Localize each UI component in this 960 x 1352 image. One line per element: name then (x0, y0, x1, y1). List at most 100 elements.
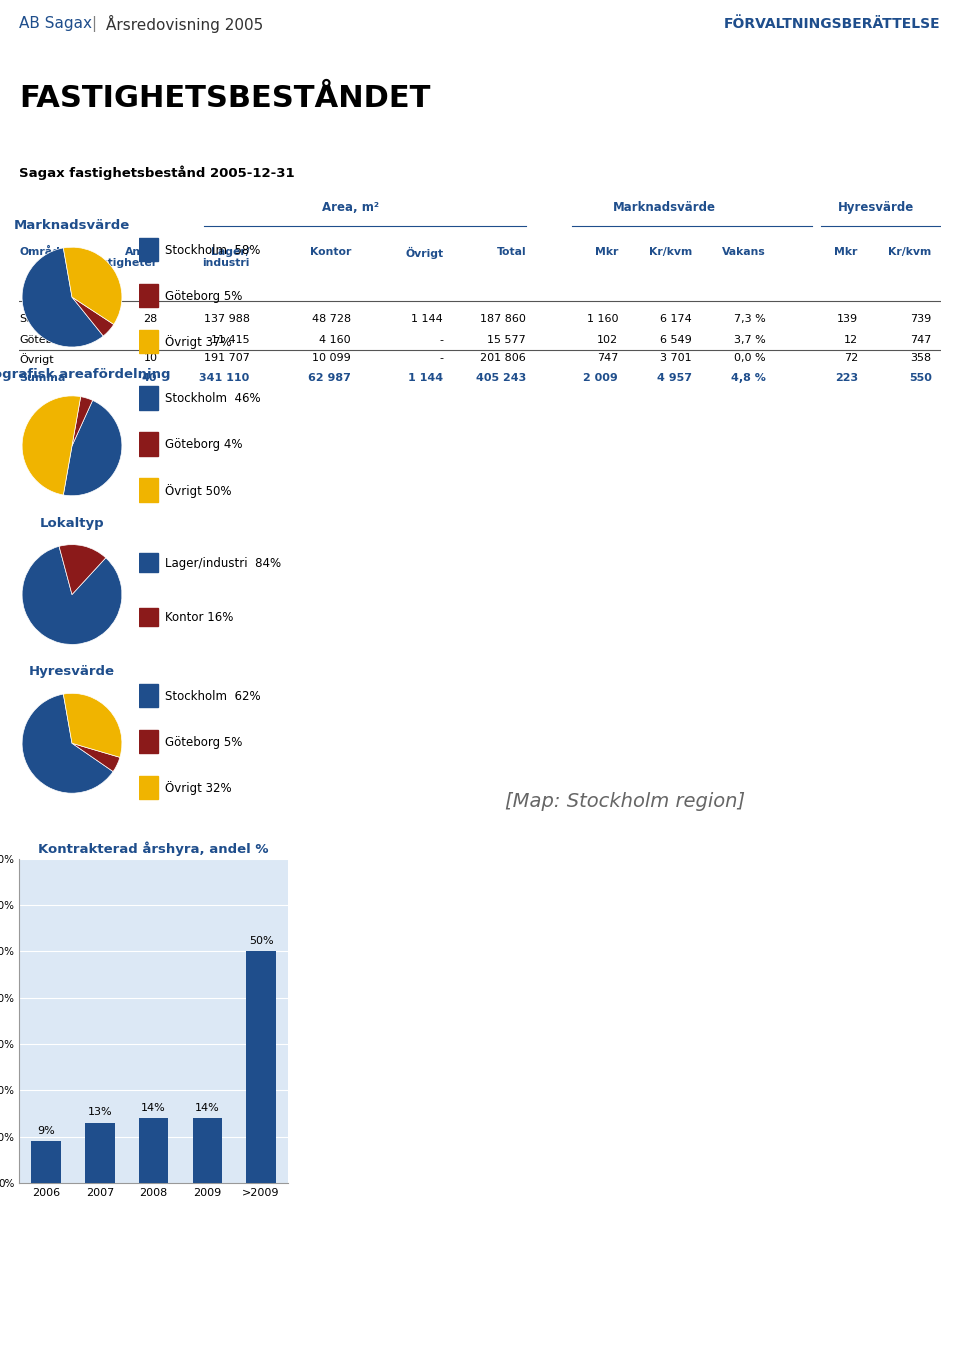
Text: Kr/kvm: Kr/kvm (888, 246, 931, 257)
Text: 28: 28 (143, 315, 157, 324)
Text: Hyresvärde: Hyresvärde (838, 201, 915, 214)
Wedge shape (22, 694, 113, 794)
Text: 747: 747 (910, 335, 931, 345)
Text: Kontor 16%: Kontor 16% (165, 611, 233, 625)
Text: 137 988: 137 988 (204, 315, 250, 324)
Text: Övrigt 32%: Övrigt 32% (165, 781, 232, 795)
Text: 3,7 %: 3,7 % (734, 335, 766, 345)
Bar (139, 776, 157, 799)
Text: 1 160: 1 160 (587, 315, 618, 324)
Title: Hyresvärde: Hyresvärde (29, 665, 115, 679)
Text: 0,0 %: 0,0 % (734, 353, 766, 364)
Text: Göteborg 4%: Göteborg 4% (165, 438, 243, 452)
Text: Summa: Summa (19, 373, 65, 384)
Bar (139, 479, 157, 502)
Title: Lokaltyp: Lokaltyp (39, 516, 105, 530)
Wedge shape (22, 546, 122, 645)
Text: 14%: 14% (195, 1102, 220, 1113)
Wedge shape (22, 247, 104, 347)
Text: 9%: 9% (37, 1126, 55, 1136)
Text: -: - (439, 335, 444, 345)
Text: Område: Område (19, 246, 67, 257)
Text: 102: 102 (597, 335, 618, 345)
Title: Marknadsvärde: Marknadsvärde (13, 219, 131, 233)
Text: 201 806: 201 806 (480, 353, 526, 364)
Text: 15 577: 15 577 (488, 335, 526, 345)
Bar (139, 433, 157, 456)
Text: 4 160: 4 160 (320, 335, 351, 345)
Bar (139, 684, 157, 707)
Text: 3 701: 3 701 (660, 353, 692, 364)
Bar (193, 1118, 222, 1183)
Wedge shape (22, 396, 81, 495)
Text: Area, m²: Area, m² (323, 201, 379, 214)
Text: Övrigt 50%: Övrigt 50% (165, 484, 231, 498)
Text: Övrigt: Övrigt (405, 246, 444, 258)
Text: 50%: 50% (249, 936, 274, 945)
Text: 6 549: 6 549 (660, 335, 692, 345)
Text: Stockholm  62%: Stockholm 62% (165, 690, 261, 703)
Wedge shape (63, 694, 122, 757)
Text: 2: 2 (151, 335, 157, 345)
Text: 10 099: 10 099 (312, 353, 351, 364)
Text: 4,8 %: 4,8 % (731, 373, 766, 384)
Text: Kontor: Kontor (310, 246, 351, 257)
Bar (139, 553, 157, 572)
Text: Kr/kvm: Kr/kvm (649, 246, 692, 257)
Wedge shape (60, 545, 106, 595)
Text: 12: 12 (844, 335, 858, 345)
Text: Sagax fastighetsbestånd 2005-12-31: Sagax fastighetsbestånd 2005-12-31 (19, 165, 295, 180)
Text: Mkr: Mkr (595, 246, 618, 257)
Bar (139, 730, 157, 753)
Text: 405 243: 405 243 (476, 373, 526, 384)
Text: Marknadsvärde: Marknadsvärde (612, 201, 716, 214)
Text: Vakans: Vakans (722, 246, 766, 257)
Text: 6 174: 6 174 (660, 315, 692, 324)
Text: Stockholm  58%: Stockholm 58% (165, 243, 261, 257)
Text: Lager/industri  84%: Lager/industri 84% (165, 557, 281, 569)
Bar (139, 387, 157, 410)
Text: FÖRVALTNINGSBERÄTTELSE: FÖRVALTNINGSBERÄTTELSE (724, 16, 941, 31)
Text: Övrigt: Övrigt (19, 353, 54, 365)
Text: Antal
fastigheter: Antal fastigheter (89, 246, 157, 268)
Text: Lager/
industri: Lager/ industri (203, 246, 250, 268)
Text: 187 860: 187 860 (480, 315, 526, 324)
Bar (139, 330, 157, 353)
Text: Göteborg 5%: Göteborg 5% (165, 735, 243, 749)
Wedge shape (72, 744, 120, 772)
Text: Stockholm  46%: Stockholm 46% (165, 392, 261, 406)
Text: 139: 139 (837, 315, 858, 324)
Bar (85, 1122, 114, 1183)
Text: Total: Total (496, 246, 526, 257)
Text: Mkr: Mkr (834, 246, 858, 257)
Text: 13%: 13% (87, 1107, 112, 1117)
Bar (247, 952, 276, 1183)
Text: Göteborg 5%: Göteborg 5% (165, 289, 243, 303)
Wedge shape (63, 247, 122, 324)
Text: 341 110: 341 110 (200, 373, 250, 384)
Text: 7,3 %: 7,3 % (734, 315, 766, 324)
Text: 11 415: 11 415 (211, 335, 250, 345)
Text: Stockholm: Stockholm (19, 315, 78, 324)
Text: 191 707: 191 707 (204, 353, 250, 364)
Text: 747: 747 (597, 353, 618, 364)
Text: |: | (91, 16, 96, 31)
Wedge shape (72, 297, 114, 337)
Wedge shape (72, 396, 92, 446)
Text: 2 009: 2 009 (584, 373, 618, 384)
Text: Övrigt 37%: Övrigt 37% (165, 335, 232, 349)
Text: Göteborg: Göteborg (19, 335, 71, 345)
Text: Kontrakterad årshyra, andel %: Kontrakterad årshyra, andel % (38, 841, 269, 856)
Text: 358: 358 (910, 353, 931, 364)
Bar (32, 1141, 60, 1183)
Text: 223: 223 (835, 373, 858, 384)
Bar (139, 238, 157, 261)
Title: Geografisk areafördelning: Geografisk areafördelning (0, 368, 171, 381)
Text: 1 144: 1 144 (408, 373, 444, 384)
Text: 4 957: 4 957 (657, 373, 692, 384)
Text: -: - (439, 353, 444, 364)
Text: 739: 739 (910, 315, 931, 324)
Text: 72: 72 (844, 353, 858, 364)
Wedge shape (63, 400, 122, 496)
Text: 10: 10 (143, 353, 157, 364)
